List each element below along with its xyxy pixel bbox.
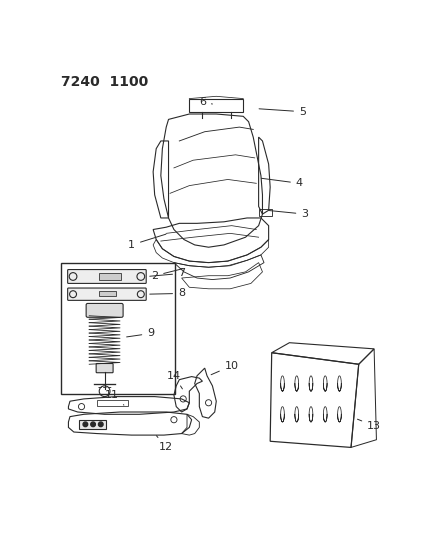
FancyBboxPatch shape: [96, 364, 113, 373]
Text: 5: 5: [259, 107, 306, 117]
Circle shape: [91, 422, 95, 426]
Circle shape: [83, 422, 88, 426]
Text: 7240  1100: 7240 1100: [61, 75, 148, 88]
Text: 1: 1: [128, 234, 166, 250]
Text: 2: 2: [151, 269, 183, 281]
Text: 6: 6: [199, 98, 212, 108]
Text: 7: 7: [150, 269, 185, 278]
FancyBboxPatch shape: [68, 288, 146, 301]
Text: 10: 10: [211, 361, 239, 375]
Bar: [79, 419, 106, 429]
Text: 12: 12: [157, 435, 173, 453]
Text: 4: 4: [262, 178, 303, 188]
Bar: [61, 263, 175, 393]
Bar: [99, 273, 121, 280]
Bar: [259, 209, 273, 216]
FancyBboxPatch shape: [68, 270, 146, 284]
Text: 8: 8: [150, 288, 185, 298]
Bar: [97, 400, 128, 406]
Text: 14: 14: [167, 371, 182, 389]
Circle shape: [98, 422, 103, 426]
Text: 11: 11: [105, 390, 124, 405]
Text: 13: 13: [357, 419, 381, 431]
Text: 3: 3: [269, 209, 308, 219]
FancyBboxPatch shape: [86, 303, 123, 317]
Text: 9: 9: [127, 328, 155, 338]
Bar: [99, 291, 116, 296]
